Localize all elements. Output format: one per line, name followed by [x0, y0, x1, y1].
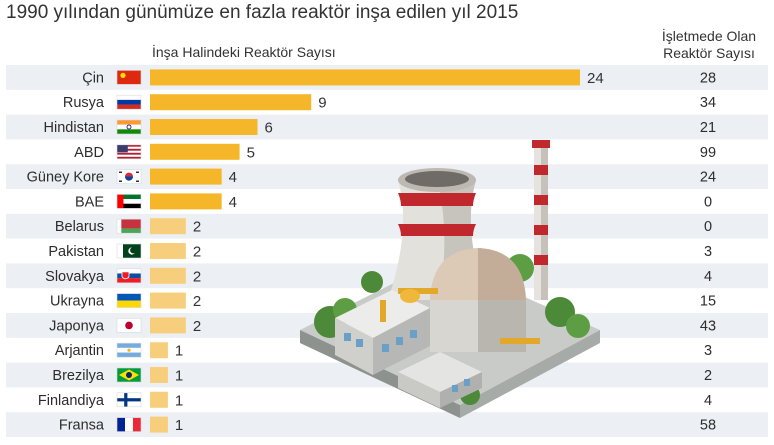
- bar-value-label: 4: [229, 194, 237, 211]
- india-flag-icon: [116, 119, 142, 135]
- operating-count: 28: [700, 70, 716, 86]
- bar-value-label: 2: [193, 318, 201, 335]
- country-label: Brezilya: [52, 368, 105, 384]
- bar: [150, 168, 222, 185]
- bar-value-label: 2: [193, 244, 201, 261]
- finland-flag-icon: [116, 392, 142, 408]
- operating-count: 0: [704, 194, 712, 210]
- usa-flag-icon: [116, 144, 142, 160]
- country-label: Çin: [82, 70, 104, 86]
- france-flag-icon: [116, 417, 142, 432]
- operating-column-header: İşletmede Olan Reaktör Sayısı: [661, 28, 757, 61]
- operating-count: 24: [700, 170, 716, 186]
- bar-value-label: 1: [175, 392, 183, 409]
- uae-flag-icon: [116, 194, 142, 209]
- japan-flag-icon: [116, 318, 142, 333]
- ukraine-flag-icon: [116, 293, 142, 308]
- bar-value-label: 4: [229, 169, 237, 186]
- bar-value-label: 5: [247, 144, 255, 161]
- bar-value-label: 24: [587, 70, 604, 87]
- bar: [150, 218, 186, 235]
- bar-value-label: 6: [265, 120, 273, 137]
- bar: [150, 391, 168, 408]
- bar: [150, 243, 186, 259]
- bar-series-header: İnşa Halindeki Reaktör Sayısı: [152, 44, 336, 60]
- bar-value-label: 1: [175, 368, 183, 385]
- country-label: Slovakya: [45, 269, 105, 285]
- operating-count: 58: [700, 418, 716, 434]
- country-label: Finlandiya: [38, 393, 105, 409]
- country-label: Fransa: [59, 418, 105, 434]
- operating-count: 99: [700, 145, 716, 161]
- country-label: Güney Kore: [27, 170, 104, 186]
- chart-title: 1990 yılından günümüze en fazla reaktör …: [6, 2, 519, 23]
- slovakia-flag-icon: [116, 268, 142, 284]
- argentina-flag-icon: [116, 342, 142, 358]
- bar: [150, 292, 186, 309]
- bar: [150, 69, 580, 86]
- russia-flag-icon: [116, 94, 142, 110]
- bar: [150, 317, 186, 334]
- country-label: Pakistan: [48, 244, 104, 260]
- bar-value-label: 2: [193, 268, 201, 285]
- bar: [150, 367, 168, 383]
- bar: [150, 119, 258, 135]
- operating-count: 21: [700, 120, 716, 136]
- bar-value-label: 9: [318, 95, 326, 112]
- country-label: Hindistan: [44, 120, 104, 136]
- country-label: Arjantin: [55, 343, 104, 359]
- country-label: Ukrayna: [50, 294, 105, 310]
- bar: [150, 267, 186, 284]
- bar: [150, 143, 240, 160]
- country-label: ABD: [74, 145, 104, 161]
- operating-count: 43: [700, 318, 716, 334]
- operating-count: 4: [704, 269, 712, 285]
- operating-count: 3: [704, 244, 712, 260]
- country-label: Rusya: [63, 95, 105, 111]
- country-label: Belarus: [55, 219, 104, 235]
- operating-count: 4: [704, 393, 712, 409]
- bar: [150, 94, 312, 111]
- bar: [150, 342, 168, 359]
- bar-value-label: 2: [193, 293, 201, 310]
- bar: [150, 416, 168, 433]
- bar-value-label: 2: [193, 219, 201, 236]
- bar-value-label: 1: [175, 343, 183, 360]
- operating-count: 34: [700, 95, 716, 111]
- china-flag-icon: [116, 70, 142, 85]
- bar-value-label: 1: [175, 417, 183, 434]
- nuclear-plant-illustration: [300, 140, 600, 418]
- operating-count: 15: [700, 294, 716, 310]
- bar: [150, 193, 222, 210]
- operating-count: 3: [704, 343, 712, 359]
- south-korea-flag-icon: [116, 169, 142, 184]
- operating-count: 2: [704, 368, 712, 384]
- country-label: Japonya: [49, 318, 105, 334]
- belarus-flag-icon: [116, 218, 142, 234]
- operating-count: 0: [704, 219, 712, 235]
- pakistan-flag-icon: [116, 243, 142, 259]
- country-label: BAE: [75, 194, 104, 210]
- brazil-flag-icon: [116, 367, 142, 383]
